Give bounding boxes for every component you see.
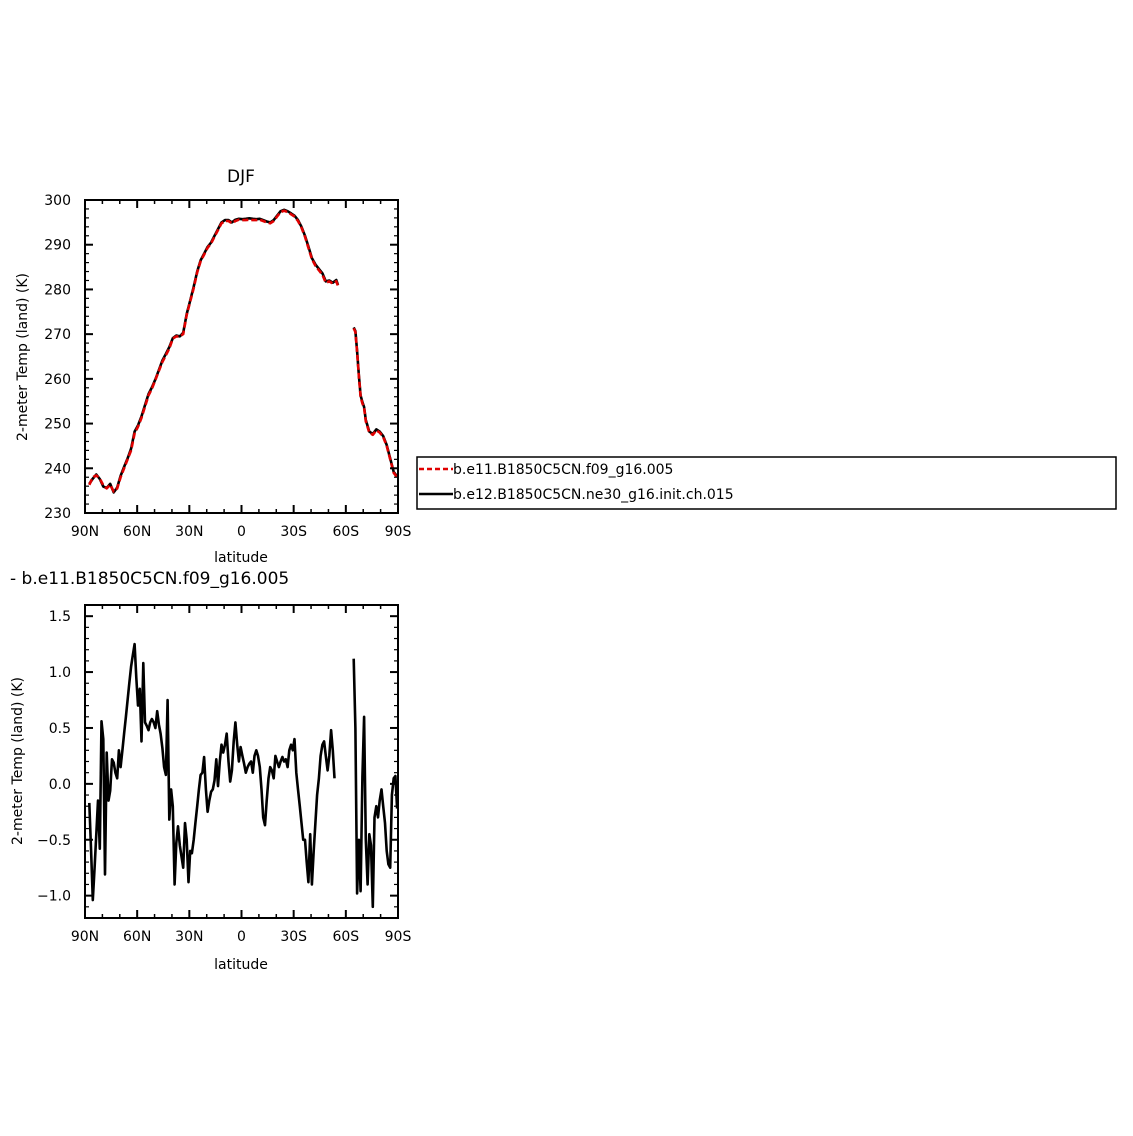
y-tick-label: 250	[44, 417, 71, 433]
chart-djf-temperature: DJF 90N 60N 30N 0 30S 60S 90S 230 240 250 260 270 28…	[15, 167, 411, 566]
y-tick-label: 0.5	[49, 721, 71, 737]
series-line-2-segment-1	[89, 210, 338, 493]
x-tick-label: 90S	[385, 929, 412, 945]
x-tick-label: 30N	[175, 929, 203, 945]
y-tick-label: 270	[44, 327, 71, 343]
series-line-1-segment-1	[89, 644, 334, 900]
x-tick-label: 30S	[280, 929, 307, 945]
y-tick-label: 230	[44, 506, 71, 522]
x-tick-label: 0	[237, 524, 246, 540]
y-tick-label: 1.0	[49, 665, 71, 681]
y-tick-label: 300	[44, 193, 71, 209]
y-tick-label: −0.5	[37, 833, 71, 849]
x-tick-label: 60N	[123, 524, 151, 540]
y-tick-label: 0.0	[49, 777, 71, 793]
y-axis-label: 2-meter Temp (land) (K)	[15, 273, 31, 441]
legend-label-series-1: b.e11.B1850C5CN.f09_g16.005	[453, 462, 673, 478]
x-tick-label: 60S	[332, 929, 359, 945]
x-axis-label: latitude	[214, 550, 268, 566]
legend: b.e11.B1850C5CN.f09_g16.005 b.e12.B1850C…	[417, 457, 1116, 509]
x-tick-label: 60S	[332, 524, 359, 540]
x-tick-label: 90S	[385, 524, 412, 540]
y-tick-label: 1.5	[49, 609, 71, 625]
y-tick-label: 280	[44, 282, 71, 298]
chart-temperature-difference: - b.e11.B1850C5CN.f09_g16.005 90N 60N 30N 0…	[10, 569, 411, 973]
y-tick-label: 260	[44, 372, 71, 388]
y-axis-label: 2-meter Temp (land) (K)	[10, 677, 26, 845]
y-tick-label: −1.0	[37, 889, 71, 905]
x-tick-label: 30S	[280, 524, 307, 540]
legend-label-series-2: b.e12.B1850C5CN.ne30_g16.init.ch.015	[453, 487, 734, 503]
x-tick-label: 30N	[175, 524, 203, 540]
series-line-1-segment-1	[89, 211, 338, 492]
x-tick-label: 0	[237, 929, 246, 945]
series-line-2-segment-2	[354, 327, 397, 476]
chart-title: - b.e11.B1850C5CN.f09_g16.005	[10, 569, 289, 589]
series-line-1-segment-2	[354, 659, 397, 907]
plot-frame	[85, 200, 398, 513]
x-tick-label: 90N	[71, 929, 99, 945]
x-tick-label: 60N	[123, 929, 151, 945]
y-tick-label: 290	[44, 238, 71, 254]
x-tick-label: 90N	[71, 524, 99, 540]
y-tick-label: 240	[44, 461, 71, 477]
chart-title: DJF	[227, 167, 255, 187]
x-axis-label: latitude	[214, 957, 268, 973]
plot-frame	[85, 605, 398, 918]
